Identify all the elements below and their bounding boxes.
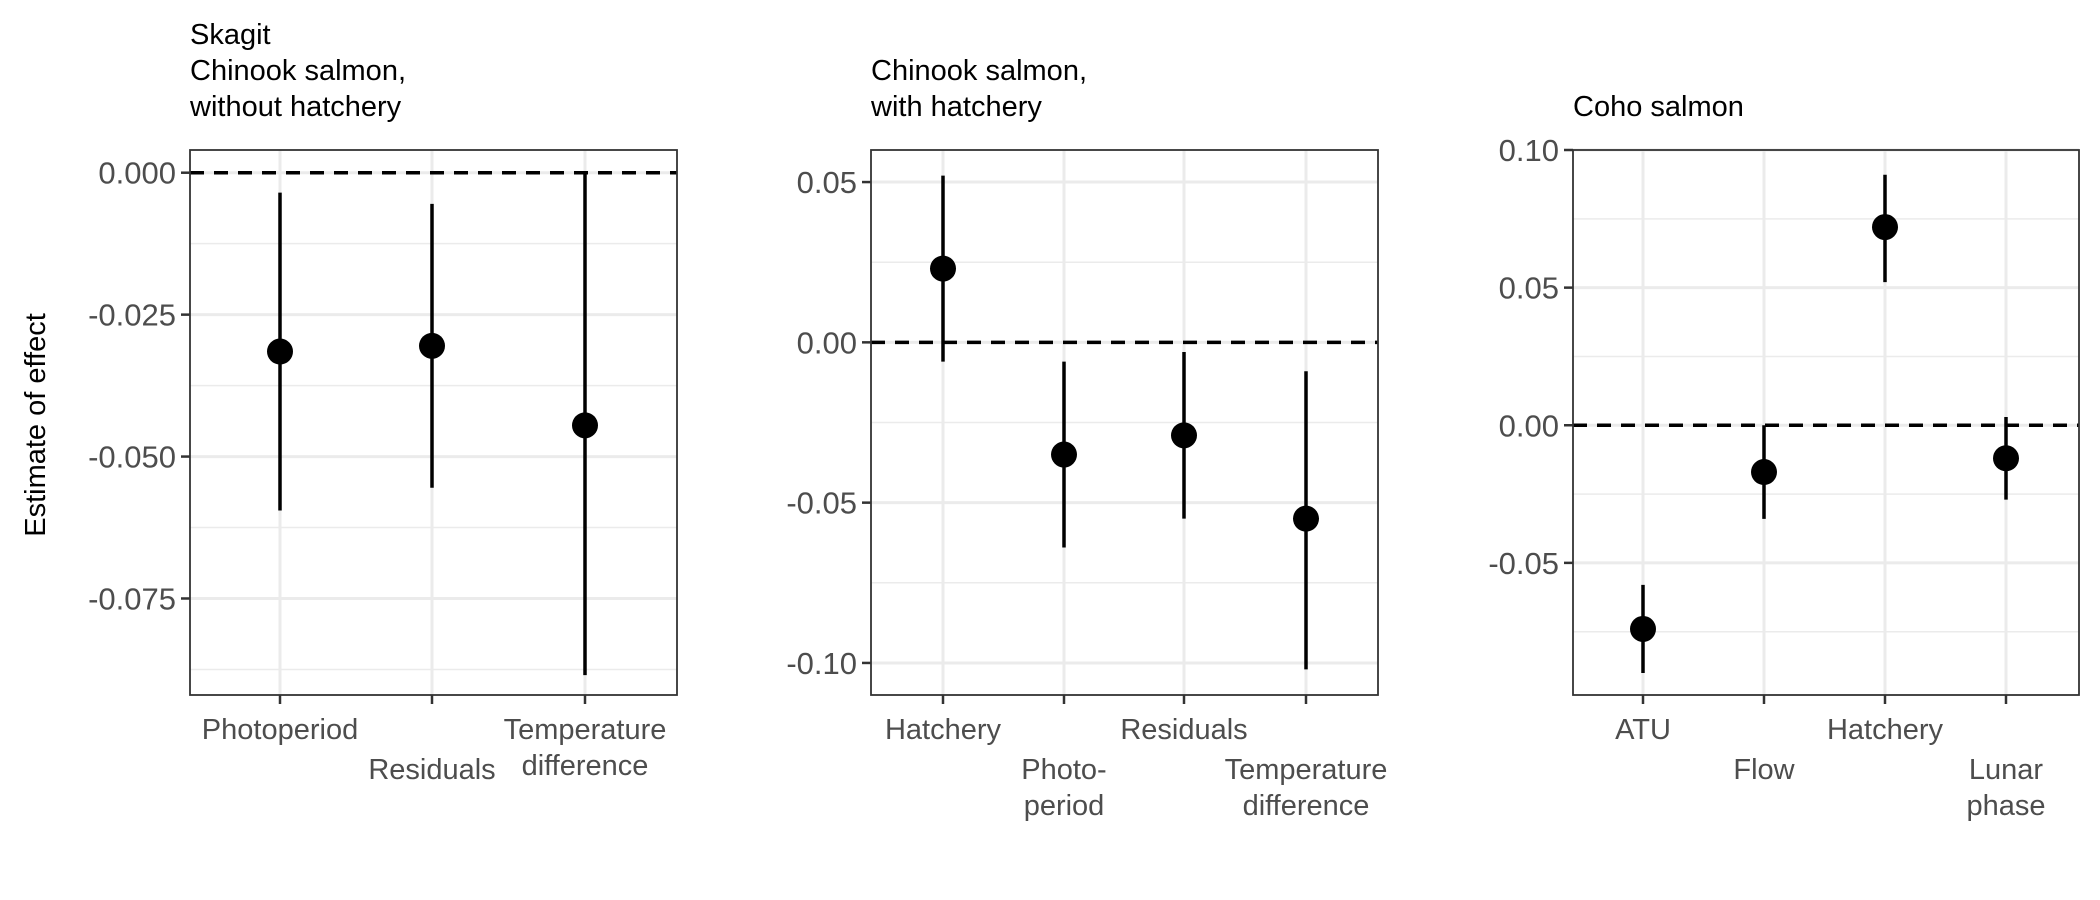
y-tick-label: 0.00	[797, 325, 857, 360]
y-tick-label: 0.00	[1499, 408, 1559, 443]
point-estimate	[267, 338, 293, 365]
panel-title-line: Chinook salmon,	[190, 55, 406, 87]
x-tick-label: Hatchery	[1827, 714, 1944, 746]
panel-title-line: without hatchery	[189, 91, 402, 123]
x-tick-label: Residuals	[368, 754, 495, 786]
y-tick-label: 0.05	[1499, 271, 1559, 306]
panels: 0.000 -0.025 -0.050 -0.075 Photoperiod Residu…	[88, 19, 2080, 822]
panel-title: Skagit Chinook salmon, without hatchery	[189, 19, 406, 123]
panel-border	[1572, 149, 2080, 696]
x-tick-label-line: Hatchery	[1827, 714, 1944, 746]
x-tick-label-line: Residuals	[1120, 714, 1247, 746]
point-estimate	[1993, 445, 2019, 472]
x-tick-label-line: Photo-	[1021, 754, 1106, 786]
y-tick-label: -0.050	[88, 440, 176, 475]
x-tick-label: Residuals	[1120, 714, 1247, 746]
panel-title-line: Skagit	[190, 19, 271, 51]
point-estimate	[572, 412, 598, 439]
panel-3: 0.10 0.05 0.00 -0.05 ATU Flow Hatchery Lunar pha…	[1488, 91, 2080, 822]
y-axis-title: Estimate of effect	[20, 313, 52, 537]
x-tick-label-line: Temperature	[1225, 754, 1388, 786]
x-tick-label-line: Flow	[1733, 754, 1795, 786]
panel-title-line: Coho salmon	[1573, 91, 1744, 123]
x-tick-label: ATU	[1615, 714, 1671, 746]
y-tick-label: -0.075	[88, 581, 176, 616]
point-estimate	[1171, 422, 1197, 449]
point-estimate	[1751, 459, 1777, 486]
x-tick-label-line: Residuals	[368, 754, 495, 786]
y-tick-label: -0.025	[88, 298, 176, 333]
panel-title: Coho salmon	[1573, 91, 1744, 123]
point-estimate	[1872, 214, 1898, 241]
x-tick-label-line: phase	[1966, 790, 2045, 822]
x-tick-label-line: difference	[1243, 790, 1370, 822]
x-tick-label: Flow	[1733, 754, 1795, 786]
panel-2: 0.05 0.00 -0.05 -0.10 Hatchery Photo-period Re…	[786, 55, 1387, 822]
point-estimate	[419, 332, 445, 359]
panel-1: 0.000 -0.025 -0.050 -0.075 Photoperiod Residu…	[88, 19, 678, 786]
x-tick-label-line: Lunar	[1969, 754, 2044, 786]
x-tick-label-line: difference	[522, 750, 649, 782]
x-tick-label-line: Photoperiod	[202, 714, 358, 746]
x-tick-label: Hatchery	[885, 714, 1002, 746]
x-tick-label-line: Temperature	[504, 714, 667, 746]
x-tick-label-line: Hatchery	[885, 714, 1002, 746]
panel-title-line: with hatchery	[870, 91, 1042, 123]
x-tick-label-line: ATU	[1615, 714, 1671, 746]
x-tick-label: Temperature difference	[1225, 754, 1388, 822]
y-tick-label: -0.05	[786, 486, 857, 521]
x-tick-label: Lunar phase	[1966, 754, 2045, 822]
y-tick-label: -0.05	[1488, 546, 1559, 581]
point-estimate	[930, 255, 956, 282]
panel-title: Chinook salmon, with hatchery	[870, 55, 1087, 123]
x-tick-label: Photo-period	[1021, 754, 1106, 822]
x-tick-label: Photoperiod	[202, 714, 358, 746]
y-tick-label: 0.05	[797, 165, 857, 200]
y-tick-label: 0.000	[98, 156, 176, 191]
point-estimate	[1630, 615, 1656, 642]
panel-border	[870, 149, 1379, 696]
x-tick-label: Temperature difference	[504, 714, 667, 782]
y-tick-label: -0.10	[786, 646, 857, 681]
panel-title-line: Chinook salmon,	[871, 55, 1087, 87]
point-estimate	[1051, 441, 1077, 468]
y-tick-label: 0.10	[1499, 133, 1559, 168]
x-tick-label-line: period	[1024, 790, 1105, 822]
panel-border	[189, 149, 678, 696]
plot-area	[1573, 150, 2079, 695]
point-estimate	[1293, 505, 1319, 532]
